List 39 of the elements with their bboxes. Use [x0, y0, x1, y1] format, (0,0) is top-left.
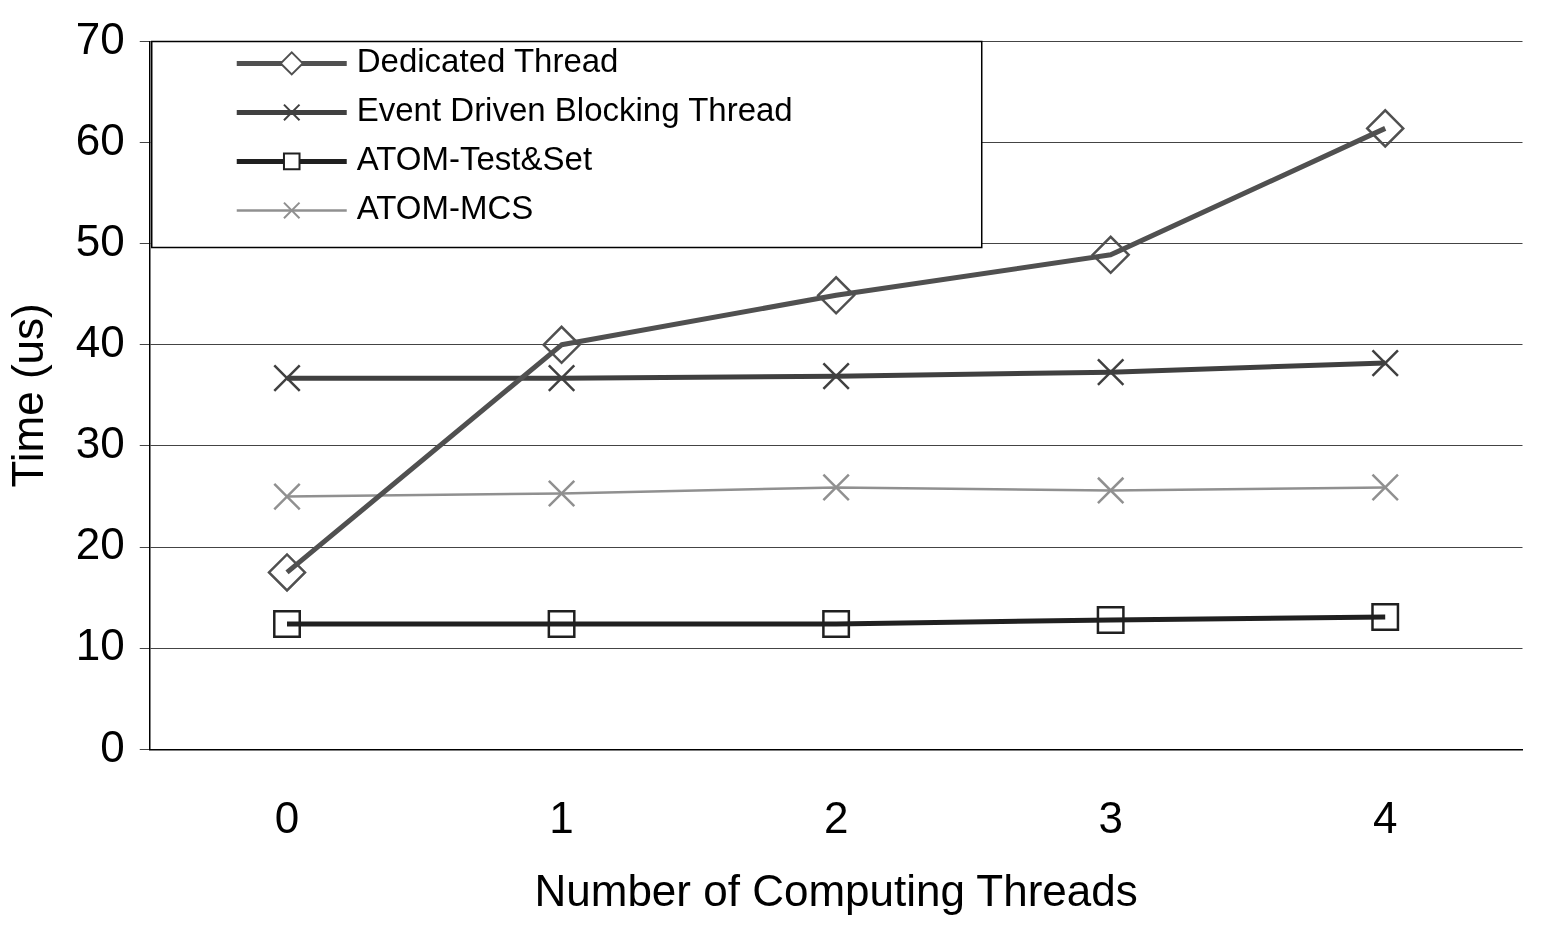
point [547, 364, 576, 393]
point [1371, 602, 1400, 631]
y-tick-label: 0 [100, 721, 125, 771]
point [1371, 473, 1400, 502]
y-tick-label: 30 [75, 418, 125, 468]
point [1096, 358, 1125, 387]
point [822, 610, 851, 638]
x-tick-label: 3 [1098, 792, 1123, 842]
point [273, 482, 301, 511]
x-tick-label: 2 [823, 792, 849, 842]
point [1096, 605, 1125, 634]
y-tick-label: 60 [75, 114, 125, 164]
x-tick-label: 4 [1372, 792, 1398, 842]
legend-label: ATOM-MCS [356, 189, 534, 227]
x-axis-title: Number of Computing Threads [534, 865, 1138, 915]
x-tick-label: 0 [274, 792, 300, 842]
y-tick-label: 70 [75, 13, 125, 63]
point [1371, 349, 1400, 378]
point [273, 610, 301, 638]
legend-label: Dedicated Thread [356, 42, 619, 80]
y-tick-label: 40 [75, 316, 125, 366]
point [1365, 109, 1405, 148]
x-tick-label: 1 [549, 792, 574, 842]
point [1096, 476, 1125, 505]
point [273, 364, 301, 393]
point [1091, 235, 1130, 275]
y-tick-label: 50 [75, 215, 125, 265]
legend-label: ATOM-Test&Set [356, 140, 593, 178]
point [822, 362, 851, 391]
point [547, 610, 576, 638]
y-tick-label: 10 [75, 620, 125, 670]
y-tick-label: 20 [75, 519, 125, 569]
point [267, 553, 307, 592]
point [547, 479, 576, 508]
point [816, 276, 856, 315]
legend-label: Event Driven Blocking Thread [356, 91, 793, 129]
point [542, 325, 581, 365]
y-axis-title: Time (us) [2, 303, 52, 488]
point [822, 473, 851, 502]
